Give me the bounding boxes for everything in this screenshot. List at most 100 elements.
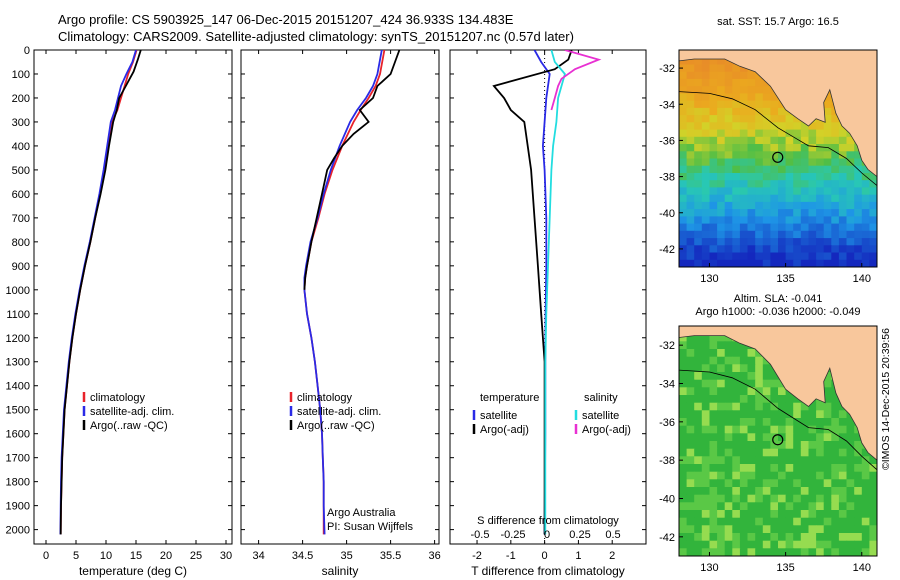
ocean-cell [800,410,809,419]
ocean-cell [747,479,756,488]
ocean-cell [808,402,817,411]
ocean-cell [816,144,825,152]
depth-tick-label: 1600 [6,429,30,441]
ocean-cell [823,548,832,556]
ocean-cell [762,216,771,225]
ocean-cell [823,540,832,549]
ocean-cell [861,165,870,174]
ocean-cell [694,230,703,239]
ocean-cell [739,71,749,80]
map-frame [678,325,878,557]
header-line-1: Argo profile: CS 5903925_147 06-Dec-2015… [58,12,514,27]
ocean-cell [679,173,688,181]
ocean-cell [701,209,710,217]
ocean-cell [724,425,733,434]
ocean-cell [793,144,802,152]
ocean-cell [747,78,756,87]
ocean-cell [838,471,848,480]
ocean-cell [755,230,764,239]
ocean-cell [709,349,718,358]
ocean-cell [732,395,741,404]
ocean-cell [831,464,840,473]
ocean-cell [717,379,726,388]
ocean-cell [717,187,726,196]
ocean-cell [701,122,710,131]
ocean-cell [854,479,863,488]
ocean-cell [861,540,870,549]
ocean-cell [816,433,825,442]
ocean-cell [709,525,718,534]
ocean-cell [709,464,718,473]
ocean-cell [831,245,840,254]
ocean-cell [679,93,688,102]
secondary-tick-label: -0.25 [500,529,525,541]
ocean-cell [679,456,688,465]
ocean-cell [808,517,817,526]
ocean-cell [869,173,877,181]
ocean-cell [724,115,733,123]
ocean-cell [724,238,733,246]
ocean-cell [739,425,749,434]
ocean-cell [686,548,695,556]
ocean-cell [724,144,733,152]
ocean-cell [838,151,848,160]
legend-label: Argo(-adj) [582,424,631,436]
ocean-cell [869,252,877,261]
ocean-cell [869,209,877,217]
ocean-cell [747,425,756,434]
ocean-cell [785,173,794,181]
ocean-cell [694,158,703,167]
ocean-cell [770,230,779,239]
ocean-cell [823,238,832,246]
ocean-cell [869,487,877,496]
ocean-cell [755,418,764,427]
ocean-cell [739,410,749,419]
map-y-tick-label: -34 [659,99,675,111]
ocean-cell [755,471,764,480]
annotation-line-1: Argo Australia [327,507,396,519]
ocean-cell [854,487,863,496]
ocean-cell [755,78,764,87]
ocean-cell [694,341,703,350]
ocean-cell [800,252,809,261]
ocean-cell [686,245,695,254]
ocean-cell [793,230,802,239]
ocean-cell [793,510,802,519]
ocean-cell [823,441,832,450]
ocean-cell [739,479,749,488]
ocean-cell [846,540,855,549]
ocean-cell [679,151,688,160]
ocean-cell [686,158,695,167]
ocean-cell [816,487,825,496]
ocean-cell [778,479,787,488]
ocean-cell [800,245,809,254]
ocean-cell [778,136,787,145]
ocean-cell [724,494,733,503]
map-x-tick-label: 140 [853,273,871,285]
ocean-cell [686,107,695,116]
ocean-cell [778,223,787,232]
ocean-cell [701,364,710,373]
ocean-cell [762,93,771,102]
ocean-cell [717,100,726,109]
ocean-cell [854,456,863,465]
ocean-cell [854,510,863,519]
ocean-cell [709,540,718,549]
ocean-cell [838,441,848,450]
ocean-cell [762,238,771,246]
ocean-cell [739,129,749,138]
ocean-cell [717,517,726,526]
ocean-cell [679,165,688,174]
ocean-cell [846,187,855,196]
ocean-cell [694,252,703,261]
ocean-cell [709,144,718,152]
ocean-cell [778,540,787,549]
series-line-argo [303,50,401,290]
ocean-cell [800,418,809,427]
ocean-cell [762,107,771,116]
ocean-cell [724,180,733,188]
ocean-cell [686,78,695,87]
ocean-cell [701,136,710,145]
ocean-cell [816,517,825,526]
ocean-cell [755,180,764,188]
